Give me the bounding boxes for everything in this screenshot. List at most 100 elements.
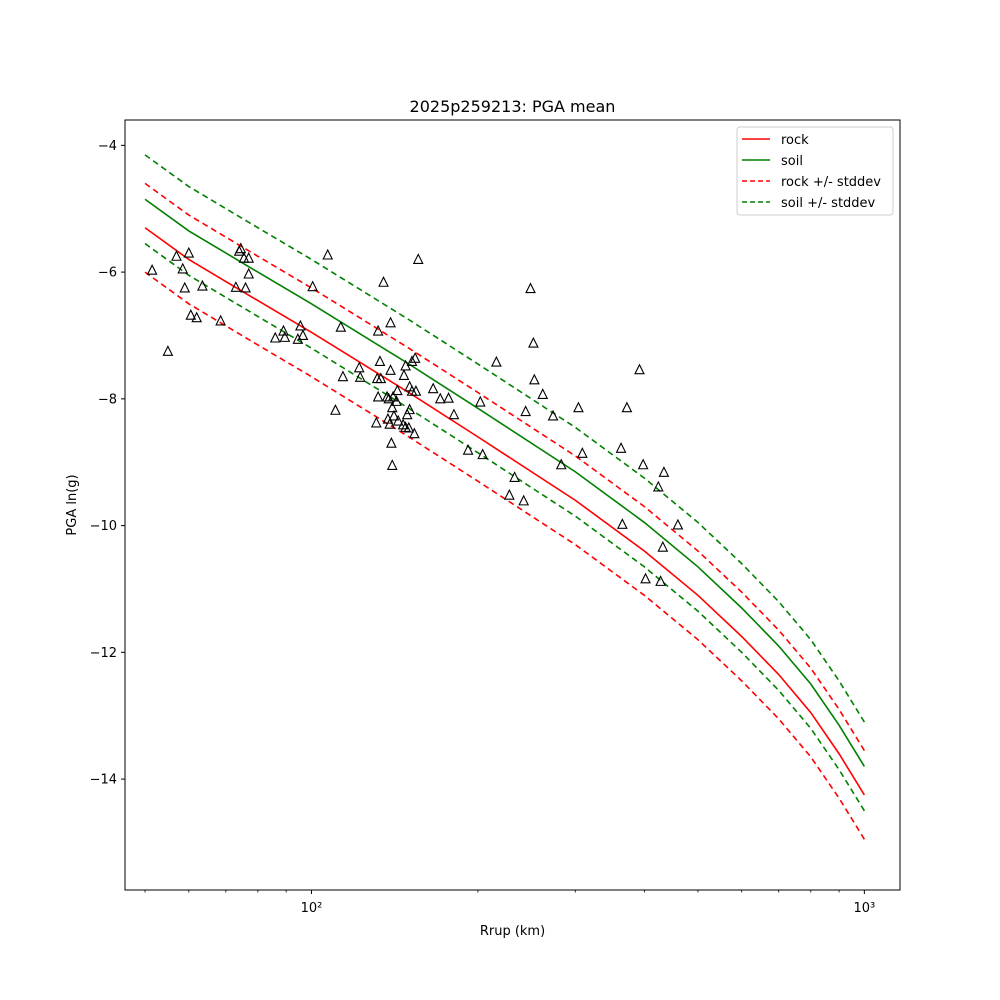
observation-point [330,404,341,415]
observation-point [197,279,208,291]
observation-point [162,345,174,356]
observation-point [243,267,255,279]
x-tick-label: 10³ [853,901,875,916]
observation-point [406,355,418,367]
observation-point [171,250,182,261]
observation-point [243,251,255,263]
series-line-rock-stddev-lower [144,271,866,840]
chart-title: 2025p259213: PGA mean [410,97,616,116]
observation-point [391,384,403,396]
observation-point [269,331,281,343]
y-tick-label: −4 [98,139,117,154]
series-line-rock [144,227,866,796]
observation-point [657,540,669,552]
observation-point [490,355,502,367]
observation-point [322,248,334,260]
observation-point [185,308,197,320]
y-tick-label: −6 [98,266,117,281]
observation-point [509,471,520,482]
observation-point [297,329,309,341]
observation-point [378,276,389,287]
observation-point [353,361,365,373]
legend-label-rock-stddev: rock +/- stddev [781,175,881,190]
observation-point [337,370,349,382]
observation-point [401,408,413,420]
observation-point [146,263,158,275]
observation-point [397,418,409,430]
observation-point [555,458,567,470]
observation-point [384,417,396,429]
observation-point [381,390,393,402]
observation-point [400,421,411,432]
observation-point [354,371,366,382]
observation-point [672,518,684,530]
observation-point [279,331,291,342]
observation-point [652,480,664,492]
observation-point [573,401,584,413]
observation-point [655,575,666,586]
observation-point [391,395,402,406]
series-line-soil-stddev-lower [144,242,866,812]
x-tick-label: 10² [301,901,323,916]
observation-point [372,390,384,402]
legend: rock soil rock +/- stddev soil +/- stdde… [736,126,894,216]
y-tick-label: −10 [90,519,117,534]
observation-point [537,388,549,399]
observation-point [408,427,420,439]
observation-point [230,281,242,292]
observation-point [386,436,397,448]
axis-ticks: −14 −12 −10 −8 −6 −4 10² 10³ [90,139,876,916]
observation-point [295,319,306,331]
observation-point [518,494,530,506]
observation-point [335,321,347,332]
series-line-soil [144,198,866,767]
observation-point [386,459,398,470]
observation-point [385,316,396,328]
x-axis-label: Rrup (km) [480,924,545,939]
observation-point [525,282,536,294]
observation-point [528,373,540,385]
observation-point [410,385,422,396]
observation-point [616,518,628,529]
observation-point [403,421,415,433]
observation-point [443,391,454,403]
observation-point [477,448,489,460]
observation-point [528,336,539,348]
observation-point [404,403,416,415]
observation-point [240,281,251,293]
y-tick-label: −8 [98,392,117,407]
series-line-soil-stddev-upper [144,154,866,723]
observation-point [434,392,446,404]
observation-point [621,401,633,413]
observation-point [183,246,195,258]
observation-point [388,409,400,421]
observation-point [307,280,319,292]
observation-point [462,443,474,455]
observation-point [520,405,532,417]
observation-point [398,369,410,380]
observation-point [576,447,588,458]
observation-point [634,363,645,375]
observation-point [372,324,384,336]
y-tick-label: −12 [90,646,117,661]
observation-point [615,442,627,453]
observation-point [392,414,404,426]
y-tick-label: −14 [90,773,117,788]
observation-point [503,488,515,500]
y-axis-label: PGA ln(g) [65,474,80,535]
observation-point [375,372,387,384]
observation-point [427,382,439,394]
legend-label-rock: rock [781,133,809,148]
observation-point [292,333,304,344]
observation-point [640,572,651,584]
observation-point [637,458,649,470]
legend-label-soil: soil [781,154,803,169]
axes-frame [124,119,901,891]
observation-point [409,352,421,363]
observation-point [370,416,382,428]
observation-point [412,253,424,264]
observation-point [235,242,247,254]
observation-point [191,311,203,323]
observation-point [179,281,191,293]
